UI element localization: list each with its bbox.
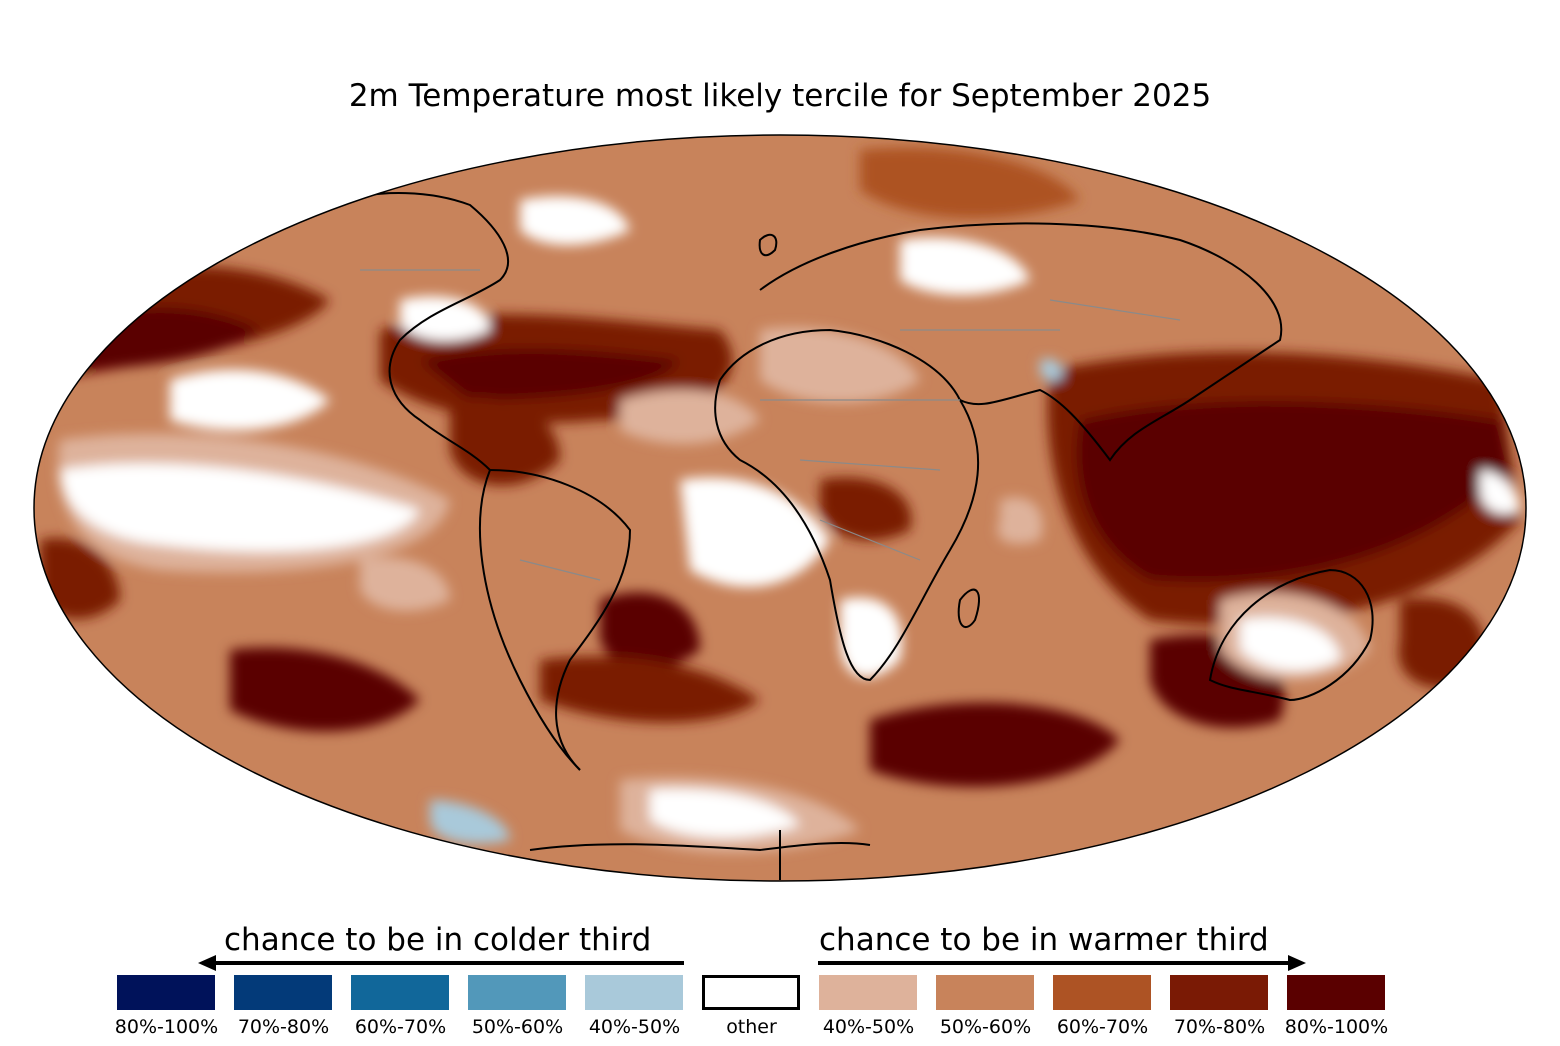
legend-swatch-8 bbox=[1053, 975, 1151, 1010]
map-title: 2m Temperature most likely tercile for S… bbox=[348, 78, 1212, 114]
legend-label-10: 80%-100% bbox=[1284, 1016, 1389, 1038]
legend-swatch-4 bbox=[585, 975, 683, 1010]
coastlines bbox=[344, 192, 1374, 880]
warmer-third-header: chance to be in warmer third bbox=[819, 922, 1269, 958]
legend-label-6: 40%-50% bbox=[822, 1016, 915, 1038]
warmer-arrow-line bbox=[818, 961, 1288, 965]
legend-swatch-6 bbox=[819, 975, 917, 1010]
legend-swatch-0 bbox=[117, 975, 215, 1010]
legend-label-9: 70%-80% bbox=[1173, 1016, 1266, 1038]
colder-arrow-line bbox=[214, 961, 684, 965]
legend-swatch-1 bbox=[234, 975, 332, 1010]
legend-swatch-9 bbox=[1170, 975, 1268, 1010]
legend-label-7: 50%-60% bbox=[939, 1016, 1032, 1038]
legend-swatch-5 bbox=[702, 975, 800, 1010]
legend-swatch-2 bbox=[351, 975, 449, 1010]
probability-field bbox=[34, 135, 1526, 881]
legend-label-3: 50%-60% bbox=[471, 1016, 564, 1038]
legend-label-4: 40%-50% bbox=[588, 1016, 681, 1038]
warmer-arrow-head bbox=[1288, 955, 1306, 971]
country-borders bbox=[360, 269, 1181, 581]
globe-outline bbox=[33, 134, 1527, 882]
legend-swatch-3 bbox=[468, 975, 566, 1010]
colder-third-header: chance to be in colder third bbox=[224, 922, 652, 958]
legend-label-2: 60%-70% bbox=[354, 1016, 447, 1038]
legend-label-0: 80%-100% bbox=[114, 1016, 219, 1038]
legend-swatch-10 bbox=[1287, 975, 1385, 1010]
legend-label-1: 70%-80% bbox=[237, 1016, 330, 1038]
legend-label-5: other bbox=[726, 1016, 777, 1038]
legend-swatch-7 bbox=[936, 975, 1034, 1010]
legend-label-8: 60%-70% bbox=[1056, 1016, 1149, 1038]
colder-arrow-head bbox=[198, 955, 216, 971]
